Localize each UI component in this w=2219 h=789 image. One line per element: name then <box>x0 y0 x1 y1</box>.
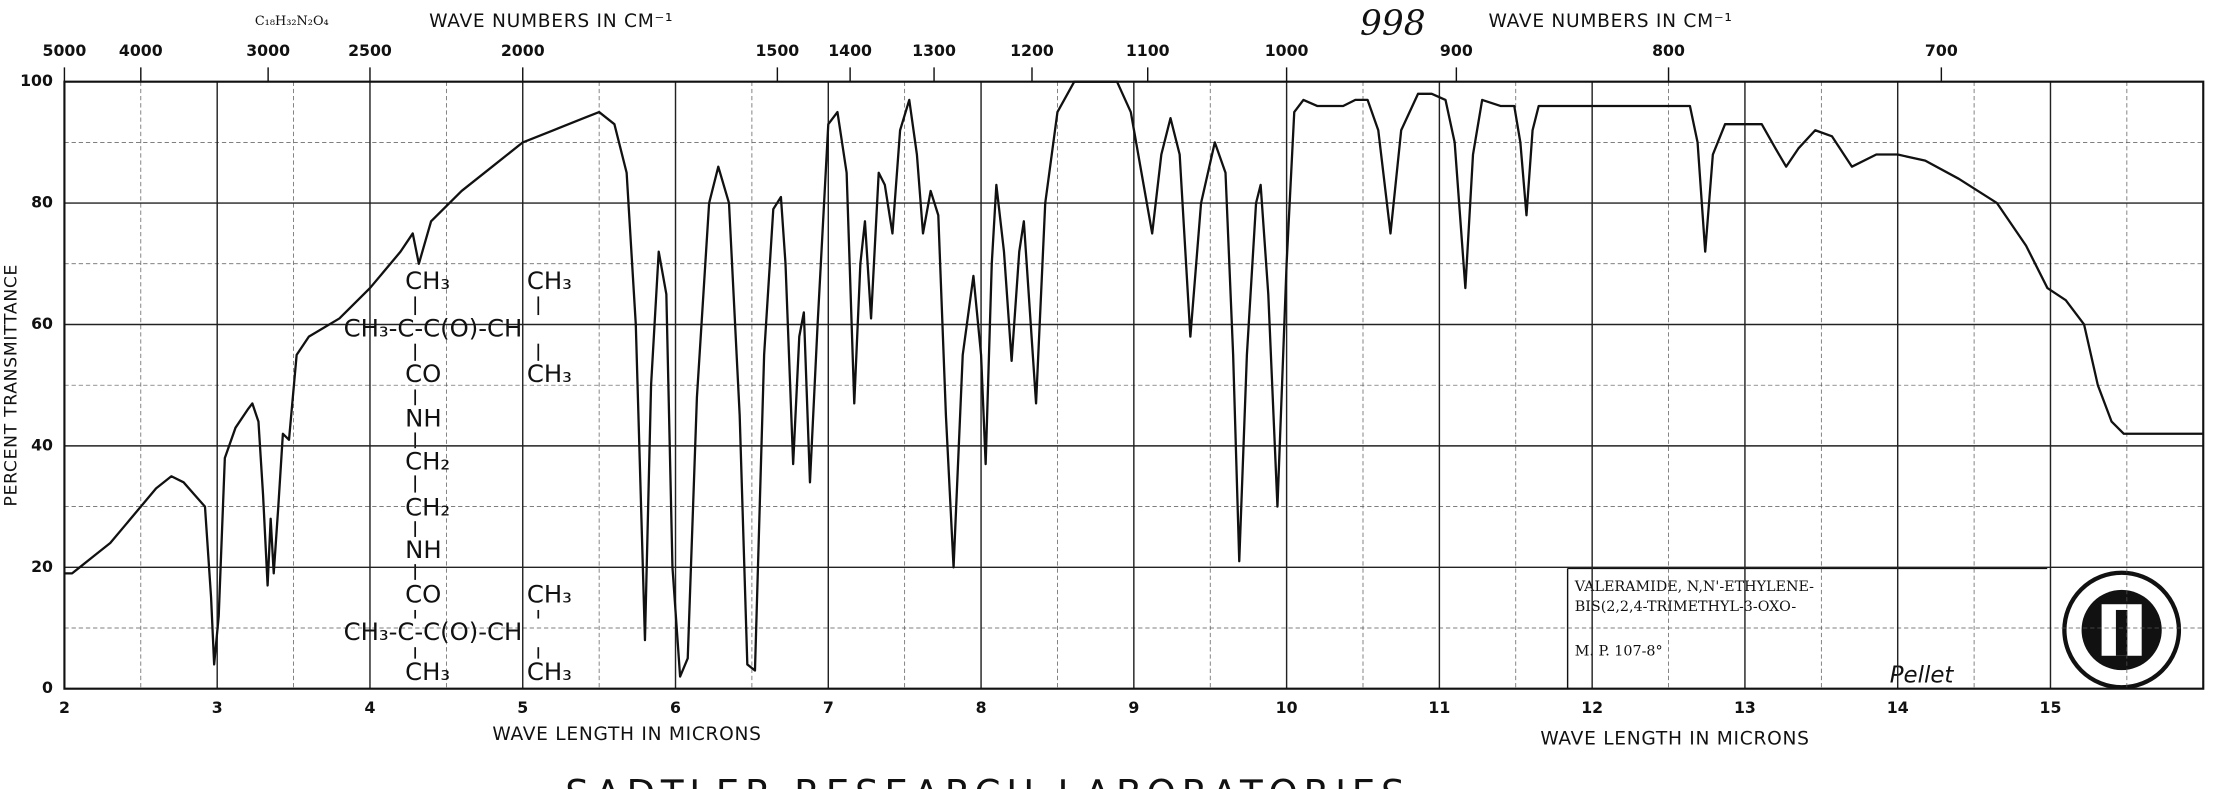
structure-text: CH₂ <box>405 447 450 476</box>
y-tick-label: 20 <box>31 557 53 576</box>
y-tick-label: 40 <box>31 435 53 454</box>
structure-text: CH₃ <box>527 266 572 295</box>
plot-frame <box>63 80 2205 690</box>
x-tick-label: 11 <box>1428 698 1450 717</box>
x-tick-label: 10 <box>1276 698 1298 717</box>
x2-tick-label: 1200 <box>1010 41 1054 60</box>
x2-tick-label: 800 <box>1652 41 1685 60</box>
x2-tick-label: 900 <box>1440 41 1473 60</box>
x-label: WAVE LENGTH IN MICRONS <box>1540 728 1809 749</box>
compound-name: VALERAMIDE, N,N'-ETHYLENE- <box>1574 579 1814 595</box>
spectrum-line <box>64 80 2204 678</box>
structure-text: CH₃ <box>405 657 450 686</box>
x2-tick-label: 1400 <box>828 41 872 60</box>
x2-tick-label: 1000 <box>1265 41 1309 60</box>
x-tick-label: 14 <box>1887 698 1909 717</box>
structure-text: CH₃ <box>527 580 572 609</box>
x2-label: WAVE NUMBERS IN CM⁻¹ <box>429 11 673 32</box>
y-label: PERCENT TRANSMITTANCE <box>1 264 21 507</box>
structure-text: NH <box>405 404 442 433</box>
structure-text: CH₃ <box>405 266 450 295</box>
melting-point: M. P. 107-8° <box>1575 643 1663 659</box>
sample-form: Pellet <box>1890 662 1955 688</box>
sample-number: 998 <box>1360 4 1426 44</box>
x-tick-label: 2 <box>59 698 70 717</box>
x-tick-label: 6 <box>670 698 681 717</box>
x2-tick-label: 5000 <box>43 41 87 60</box>
x-tick-label: 7 <box>823 698 834 717</box>
x-tick-label: 9 <box>1128 698 1139 717</box>
x-tick-label: 4 <box>364 698 375 717</box>
x-label: WAVE LENGTH IN MICRONS <box>492 724 761 745</box>
compound-name: BIS(2,2,4-TRIMETHYL-3-OXO- <box>1575 599 1797 615</box>
logo <box>2115 609 2128 656</box>
structure-text: CH₂ <box>405 492 450 521</box>
info-box: VALERAMIDE, N,N'-ETHYLENE- BIS(2,2,4-TRI… <box>1566 567 2182 690</box>
x2-tick-label: 4000 <box>119 41 163 60</box>
y-tick-label: 60 <box>31 314 53 333</box>
y-tick-label: 0 <box>42 678 53 697</box>
x-tick-label: 8 <box>976 698 987 717</box>
x-tick-label: 12 <box>1581 698 1603 717</box>
x2-tick-label: 2000 <box>501 41 545 60</box>
x-tick-label: 3 <box>212 698 223 717</box>
structure-text: CH₃ <box>527 657 572 686</box>
structure-text: NH <box>405 535 442 564</box>
footer: SADTLER RESEARCH LABORATORIES <box>565 772 1410 789</box>
structure-text: CO <box>405 359 441 388</box>
x2-tick-label: 2500 <box>348 41 392 60</box>
x2-tick-label: 3000 <box>246 41 290 60</box>
structure-text: CO <box>405 580 441 609</box>
x-tick-label: 5 <box>517 698 528 717</box>
x2-tick-label: 1500 <box>755 41 799 60</box>
structure-text: CH₃ <box>527 359 572 388</box>
structure-text: CH₃-C-C(O)-CH <box>344 313 523 342</box>
x2-tick-label: 1300 <box>912 41 956 60</box>
x-tick-label: 13 <box>1734 698 1756 717</box>
x-tick-label: 15 <box>2040 698 2062 717</box>
y-tick-label: 100 <box>20 71 53 90</box>
y-tick-label: 80 <box>31 193 53 212</box>
x2-tick-label: 1100 <box>1126 41 1170 60</box>
x2-label: WAVE NUMBERS IN CM⁻¹ <box>1489 11 1733 32</box>
structure-text: CH₃-C-C(O)-CH <box>344 617 523 646</box>
formula: C₁₈H₃₂N₂O₄ <box>255 14 329 29</box>
x2-tick-label: 700 <box>1925 41 1958 60</box>
